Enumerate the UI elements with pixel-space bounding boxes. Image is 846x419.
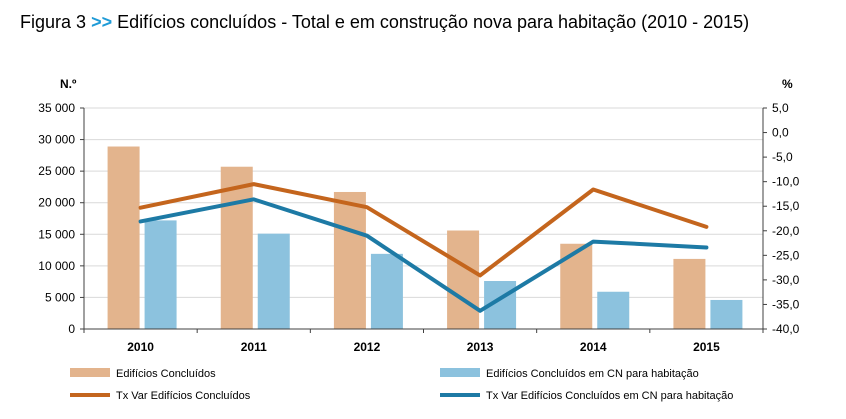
bar xyxy=(257,233,290,329)
x-tick-label: 2010 xyxy=(127,340,154,354)
series-line xyxy=(138,197,709,313)
y-right-tick-label: -20,0 xyxy=(772,224,800,238)
double-chevron-icon: >> xyxy=(91,12,113,32)
y-right-tick-label: -10,0 xyxy=(772,175,800,189)
y-left-tick-label: 5 000 xyxy=(45,290,75,304)
bar xyxy=(447,230,480,329)
y-left-tick-label: 35 000 xyxy=(38,101,75,115)
figure-title-text: Edifícios concluídos - Total e em constr… xyxy=(117,12,750,32)
legend-label: Edifícios Concluídos xyxy=(116,368,216,380)
legend-swatch xyxy=(70,368,110,377)
x-tick-label: 2013 xyxy=(467,340,494,354)
legend-swatch xyxy=(440,368,480,377)
x-tick-label: 2011 xyxy=(241,340,267,354)
y-right-tick-label: -35,0 xyxy=(772,297,800,311)
bar xyxy=(597,291,630,329)
y-left-tick-label: 15 000 xyxy=(38,227,75,241)
y-left-tick-label: 0 xyxy=(68,322,75,336)
figure-title: Figura 3 >> Edifícios concluídos - Total… xyxy=(20,12,749,33)
x-tick-label: 2014 xyxy=(580,340,607,354)
y-right-tick-label: -30,0 xyxy=(772,273,800,287)
y-left-unit-label: N.º xyxy=(60,77,77,91)
y-right-tick-label: 0,0 xyxy=(772,126,789,140)
x-tick-label: 2012 xyxy=(354,340,381,354)
y-left-tick-label: 30 000 xyxy=(38,133,75,147)
y-left-tick-label: 10 000 xyxy=(38,259,75,273)
bar xyxy=(370,253,403,329)
bar xyxy=(220,166,253,329)
figure-label: Figura 3 xyxy=(20,12,87,32)
y-left-tick-label: 20 000 xyxy=(38,196,75,210)
bar xyxy=(107,146,140,329)
legend-label: Tx Var Edifícios Concluídos xyxy=(116,390,251,402)
y-right-tick-label: -15,0 xyxy=(772,199,800,213)
y-right-tick-label: -40,0 xyxy=(772,322,800,336)
bar xyxy=(333,191,366,329)
legend-label: Edifícios Concluídos em CN para habitaçã… xyxy=(486,368,699,380)
y-right-unit-label: % xyxy=(782,77,793,91)
y-right-tick-label: -5,0 xyxy=(772,150,793,164)
y-right-tick-label: -25,0 xyxy=(772,248,800,262)
bar xyxy=(673,258,706,329)
bar xyxy=(144,220,177,329)
bar xyxy=(710,299,743,329)
series-line xyxy=(138,182,709,278)
x-tick-label: 2015 xyxy=(693,340,720,354)
y-right-tick-label: 5,0 xyxy=(772,101,789,115)
y-left-tick-label: 25 000 xyxy=(38,164,75,178)
legend-label: Tx Var Edifícios Concluídos em CN para h… xyxy=(486,390,733,402)
